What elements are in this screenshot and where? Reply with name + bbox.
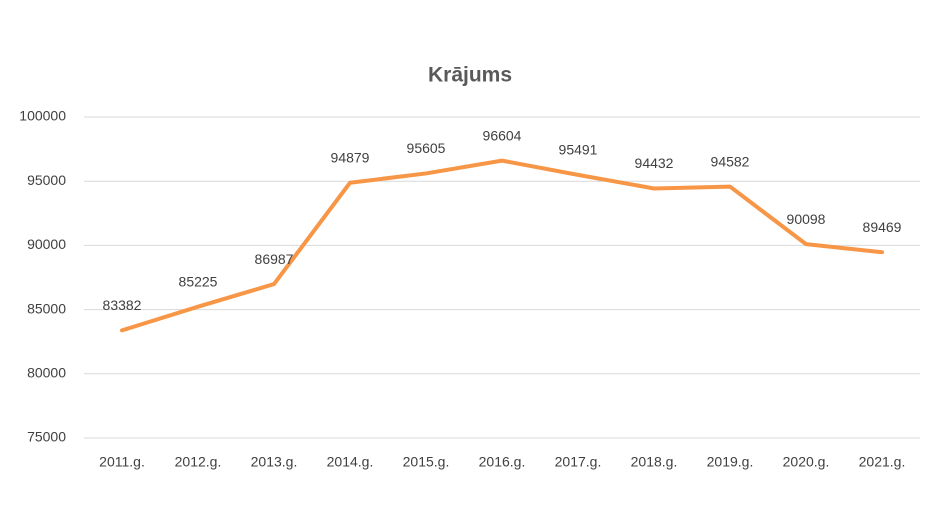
- data-label: 94582: [711, 153, 750, 169]
- x-tick-label: 2013.g.: [251, 454, 298, 470]
- data-label: 94432: [635, 155, 674, 171]
- x-tick-label: 2011.g.: [99, 454, 145, 470]
- y-tick-label: 80000: [27, 365, 66, 381]
- x-tick-label: 2021.g.: [859, 454, 906, 470]
- data-label: 85225: [179, 273, 218, 289]
- data-label: 95491: [559, 142, 598, 158]
- x-tick-label: 2020.g.: [783, 454, 830, 470]
- x-tick-label: 2017.g.: [555, 454, 602, 470]
- data-label: 95605: [407, 140, 446, 156]
- data-label: 94879: [331, 149, 370, 165]
- x-tick-label: 2018.g.: [631, 454, 678, 470]
- y-tick-label: 100000: [19, 108, 66, 124]
- data-line: [120, 158, 884, 333]
- chart-title: Krājums: [428, 64, 512, 87]
- y-tick-label: 75000: [27, 429, 66, 445]
- x-tick-label: 2012.g.: [175, 454, 222, 470]
- y-tick-label: 85000: [27, 300, 66, 316]
- data-label: 83382: [103, 297, 142, 313]
- x-tick-label: 2016.g.: [479, 454, 526, 470]
- data-label: 96604: [483, 127, 522, 143]
- x-tick-label: 2014.g.: [327, 454, 374, 470]
- data-label: 86987: [255, 251, 294, 267]
- data-label: 89469: [863, 219, 902, 235]
- y-tick-label: 90000: [27, 236, 66, 252]
- x-tick-label: 2019.g.: [707, 454, 754, 470]
- x-tick-label: 2015.g.: [403, 454, 450, 470]
- data-label: 90098: [787, 211, 826, 227]
- y-tick-label: 95000: [27, 172, 66, 188]
